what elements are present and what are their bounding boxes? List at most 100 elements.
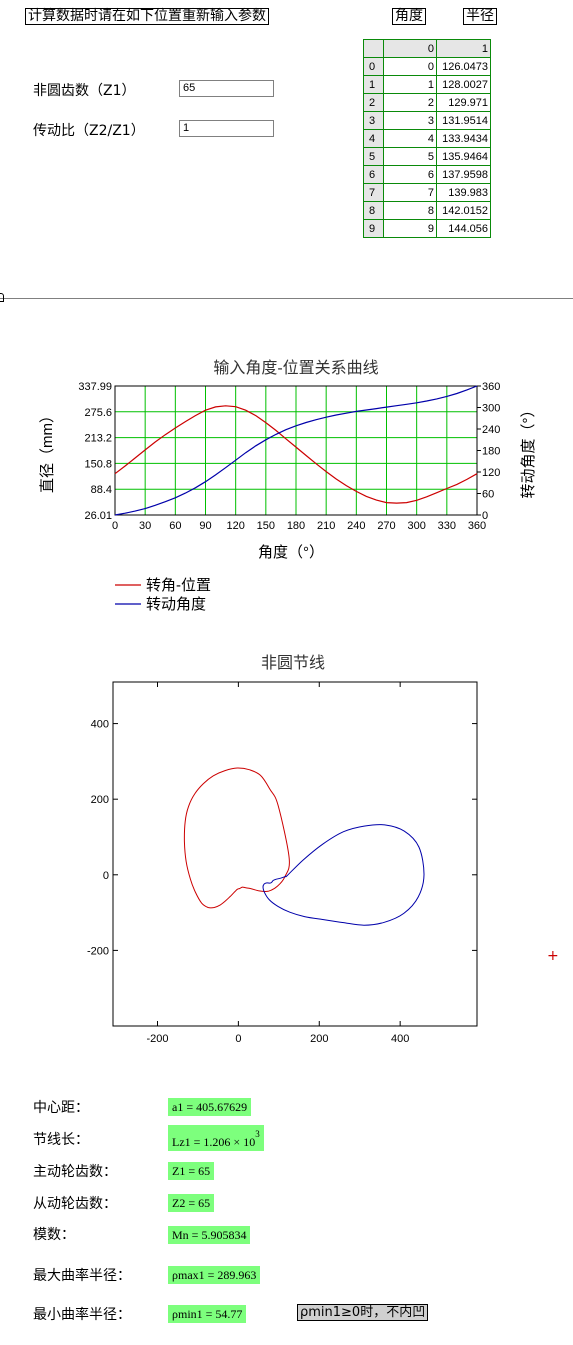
- x-tick-label: 120: [226, 520, 244, 532]
- cell-angle[interactable]: 2: [383, 93, 437, 112]
- matrix-header-row: 0 1: [363, 39, 491, 58]
- row-index: 9: [363, 219, 384, 238]
- x-tick-label: 360: [468, 520, 486, 532]
- cell-angle[interactable]: 7: [383, 183, 437, 202]
- cell-radius[interactable]: 129.971: [436, 93, 491, 112]
- concavity-note: ρmin1≥0时，不内凹: [297, 1304, 429, 1321]
- x-tick-label: 60: [169, 520, 181, 532]
- y-tick-label: 275.6: [84, 407, 112, 419]
- plot-frame: [114, 385, 478, 516]
- angle-button[interactable]: 角度: [392, 8, 426, 25]
- pitch-curve-driving: [183, 767, 290, 909]
- x-tick-label: -200: [146, 1033, 168, 1045]
- chart-title: 非圆节线: [261, 654, 325, 672]
- row-index: 0: [363, 57, 384, 76]
- y2-tick-label: 240: [482, 424, 500, 436]
- x-tick-label: 0: [112, 520, 118, 532]
- cell-radius[interactable]: 142.0152: [436, 201, 491, 220]
- table-row[interactable]: 6 6 137.9598: [363, 165, 491, 184]
- pitch-length-label: 节线长：: [33, 1132, 89, 1148]
- y-tick-label: 88.4: [91, 484, 112, 496]
- cell-angle[interactable]: 9: [383, 219, 437, 238]
- y2-tick-label: 300: [482, 403, 500, 415]
- row-index: 3: [363, 111, 384, 130]
- table-row[interactable]: 2 2 129.971: [363, 93, 491, 112]
- row-index: 6: [363, 165, 384, 184]
- center-distance-label: 中心距：: [33, 1100, 89, 1116]
- legend-label: 转角-位置: [146, 577, 211, 594]
- matrix-col-header: 1: [436, 39, 491, 58]
- y2-axis-label: 转动角度（°）: [520, 403, 537, 499]
- max-curvature-value[interactable]: ρmax1 = 289.963: [168, 1266, 261, 1284]
- cell-angle[interactable]: 8: [383, 201, 437, 220]
- cell-radius[interactable]: 128.0027: [436, 75, 491, 94]
- pitch-curve-chart: 非圆节线 -200 0 200 400 -200 0 200 400: [87, 654, 478, 1045]
- row-index: 4: [363, 129, 384, 148]
- cell-angle[interactable]: 6: [383, 165, 437, 184]
- radius-button[interactable]: 半径: [463, 8, 497, 25]
- x-tick-label: 240: [347, 520, 365, 532]
- y2-tick-label: 0: [482, 510, 488, 522]
- drive-teeth-value[interactable]: Z1 = 65: [168, 1162, 215, 1180]
- module-label: 模数：: [33, 1227, 75, 1243]
- x-tick-label: 210: [317, 520, 335, 532]
- series-line-position: [114, 405, 478, 504]
- pitch-curve-driven: [262, 824, 425, 926]
- table-row[interactable]: 3 3 131.9514: [363, 111, 491, 130]
- y2-tick-label: 180: [482, 446, 500, 458]
- x-tick-label: 200: [310, 1033, 328, 1045]
- max-curvature-label: 最大曲率半径：: [33, 1268, 131, 1284]
- cell-radius[interactable]: 135.9464: [436, 147, 491, 166]
- table-row[interactable]: 7 7 139.983: [363, 183, 491, 202]
- cell-angle[interactable]: 4: [383, 129, 437, 148]
- table-row[interactable]: 9 9 144.056: [363, 219, 491, 238]
- table-row[interactable]: 1 1 128.0027: [363, 75, 491, 94]
- cell-angle[interactable]: 5: [383, 147, 437, 166]
- cell-angle[interactable]: 0: [383, 57, 437, 76]
- x-tick-label: 180: [287, 520, 305, 532]
- x-tick-label: 330: [438, 520, 456, 532]
- cell-angle[interactable]: 1: [383, 75, 437, 94]
- ratio-input[interactable]: 1: [179, 120, 274, 137]
- region-collapse-icon[interactable]: [0, 293, 4, 302]
- z1-input[interactable]: 65: [179, 80, 274, 97]
- cell-radius[interactable]: 133.9434: [436, 129, 491, 148]
- row-index: 2: [363, 93, 384, 112]
- crosshair-marker-icon: +: [547, 948, 559, 964]
- y-tick-label: 400: [91, 719, 109, 731]
- y-tick-label: 0: [103, 870, 109, 882]
- y-tick-label: 150.8: [84, 458, 112, 470]
- table-row[interactable]: 8 8 142.0152: [363, 201, 491, 220]
- cell-radius[interactable]: 139.983: [436, 183, 491, 202]
- center-distance-value[interactable]: a1 = 405.67629: [168, 1098, 252, 1116]
- table-row[interactable]: 0 0 126.0473: [363, 57, 491, 76]
- result-matrix: 0 1 0 0 126.0473 1 1 128.0027 2 2 129.971 3 3 13…: [363, 39, 491, 238]
- row-index: 7: [363, 183, 384, 202]
- x-tick-label: 90: [199, 520, 211, 532]
- min-curvature-label: 最小曲率半径：: [33, 1307, 131, 1323]
- module-value[interactable]: Mn = 5.905834: [168, 1226, 251, 1244]
- y-tick-label: 213.2: [84, 433, 112, 445]
- pitch-length-exponent: 3: [255, 1129, 260, 1139]
- table-row[interactable]: 4 4 133.9434: [363, 129, 491, 148]
- cell-radius[interactable]: 131.9514: [436, 111, 491, 130]
- matrix-corner: [363, 39, 384, 58]
- x-tick-label: 30: [139, 520, 151, 532]
- cell-radius[interactable]: 144.056: [436, 219, 491, 238]
- y-tick-label: 200: [91, 794, 109, 806]
- cell-angle[interactable]: 3: [383, 111, 437, 130]
- ratio-label: 传动比（Z2/Z1）: [33, 123, 145, 139]
- min-curvature-value[interactable]: ρmin1 = 54.77: [168, 1305, 247, 1323]
- y-tick-label: 26.01: [84, 510, 112, 522]
- driven-teeth-value[interactable]: Z2 = 65: [168, 1194, 215, 1212]
- instruction-text: 计算数据时请在如下位置重新输入参数: [25, 8, 269, 25]
- series-line-rotation: [114, 385, 478, 516]
- x-tick-label: 300: [407, 520, 425, 532]
- legend-label: 转动角度: [146, 596, 206, 613]
- pitch-length-mantissa: Lz1 = 1.206 × 10: [172, 1135, 256, 1149]
- table-row[interactable]: 5 5 135.9464: [363, 147, 491, 166]
- pitch-length-value[interactable]: Lz1 = 1.206 × 103: [168, 1125, 264, 1151]
- y2-tick-label: 120: [482, 467, 500, 479]
- cell-radius[interactable]: 126.0473: [436, 57, 491, 76]
- cell-radius[interactable]: 137.9598: [436, 165, 491, 184]
